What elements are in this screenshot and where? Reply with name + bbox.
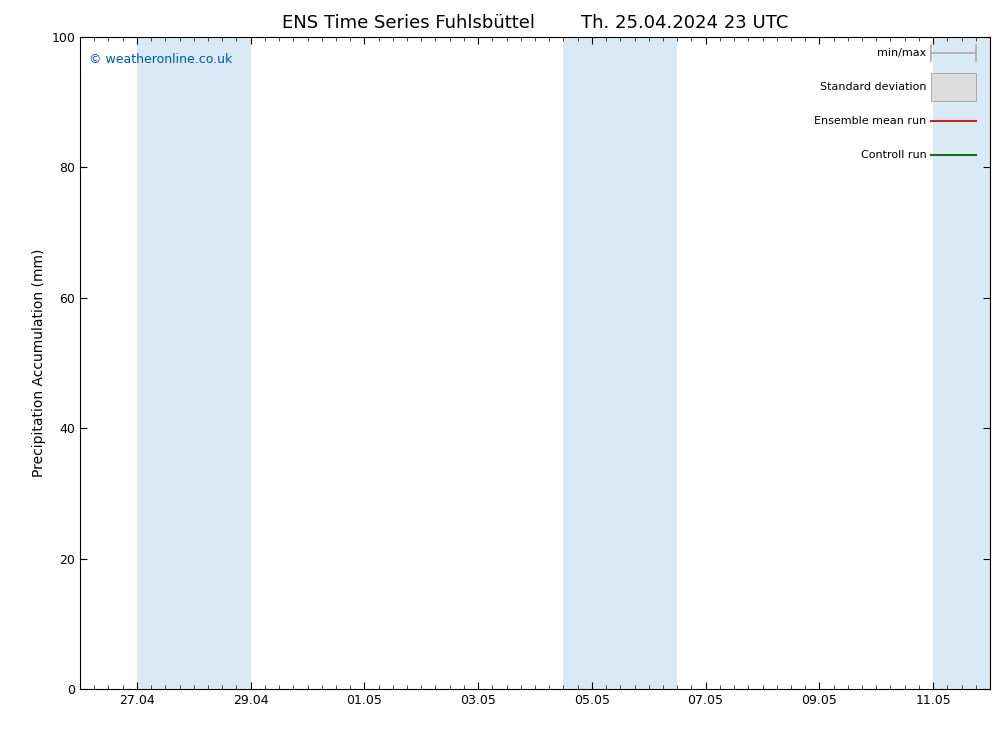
Bar	[931, 73, 976, 101]
Bar	[137, 37, 251, 689]
Text: Controll run: Controll run	[861, 150, 926, 160]
Title: ENS Time Series Fuhlsbüttel        Th. 25.04.2024 23 UTC: ENS Time Series Fuhlsbüttel Th. 25.04.20…	[282, 15, 788, 32]
Text: Standard deviation: Standard deviation	[820, 82, 926, 92]
Bar	[933, 37, 990, 689]
Y-axis label: Precipitation Accumulation (mm): Precipitation Accumulation (mm)	[32, 248, 46, 477]
Bar	[563, 37, 677, 689]
Text: min/max: min/max	[877, 48, 926, 58]
Text: Ensemble mean run: Ensemble mean run	[814, 116, 926, 126]
Text: © weatheronline.co.uk: © weatheronline.co.uk	[89, 53, 232, 66]
